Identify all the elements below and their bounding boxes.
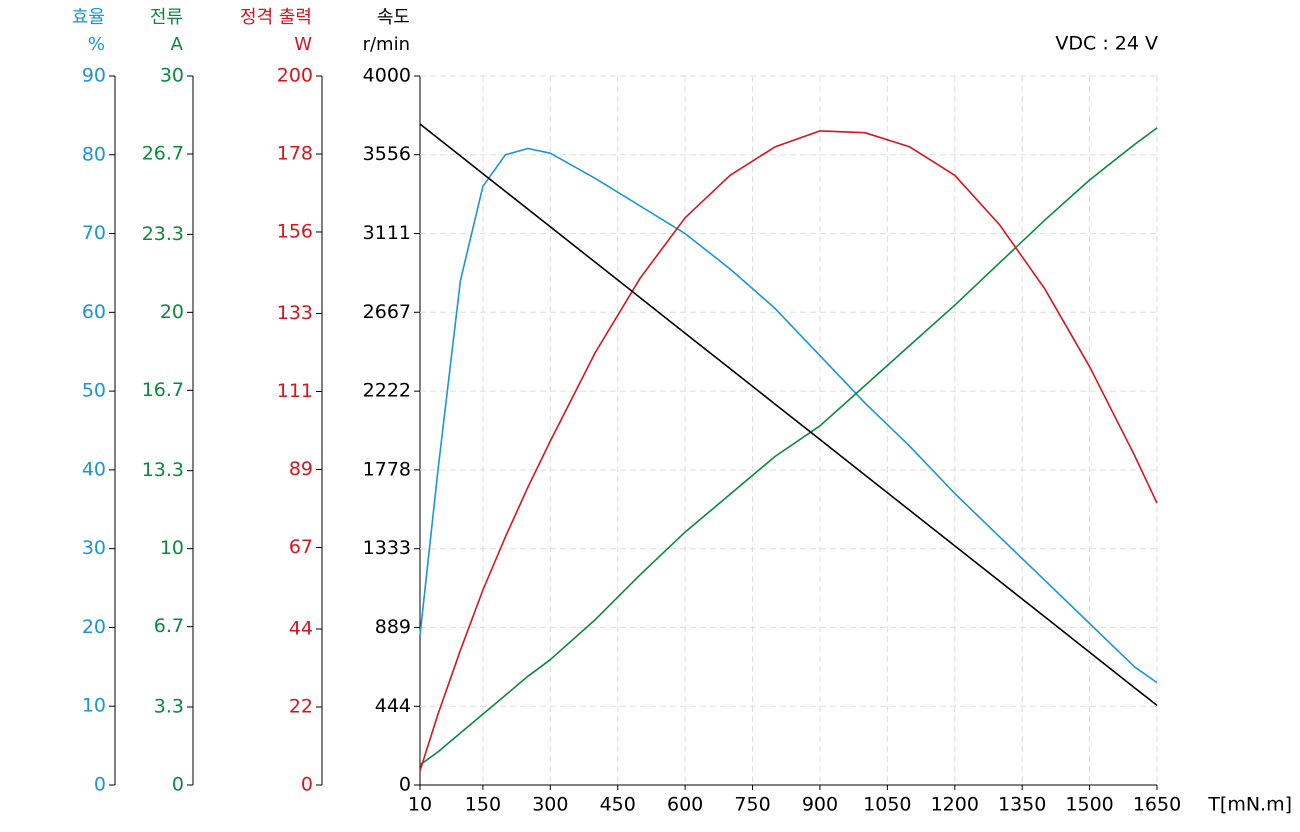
y-tick-label: 30 <box>160 65 184 87</box>
y-tick-label: 10 <box>160 537 184 559</box>
y-tick-label: 20 <box>160 301 184 323</box>
y-tick-label: 67 <box>289 536 313 558</box>
x-tick-label: 900 <box>802 794 838 816</box>
y-tick-label: 444 <box>375 695 411 717</box>
x-tick-label: 300 <box>532 794 568 816</box>
x-tick-label: 750 <box>734 794 770 816</box>
y-tick-label: 156 <box>277 220 313 242</box>
x-tick-label: 1500 <box>1065 794 1113 816</box>
x-tick-label: 600 <box>667 794 703 816</box>
axis-title: 효율 <box>72 7 105 28</box>
y-tick-label: 3.3 <box>154 696 184 718</box>
y-tick-label: 10 <box>82 695 106 717</box>
y-tick-label: 70 <box>82 222 106 244</box>
y-tick-label: 44 <box>289 618 313 640</box>
axis-unit: A <box>171 34 184 55</box>
series-line <box>419 127 1158 766</box>
y-tick-label: 0 <box>301 774 313 796</box>
axis-title: 속도 <box>377 7 410 28</box>
x-tick-label: 450 <box>600 794 636 816</box>
y-tick-label: 23.3 <box>142 223 184 245</box>
y-tick-label: 0 <box>172 774 184 796</box>
y-tick-label: 22 <box>289 696 313 718</box>
y-tick-label: 80 <box>82 143 106 165</box>
y-tick-label: 60 <box>82 301 106 323</box>
x-tick-label: 1350 <box>998 794 1046 816</box>
axis-title: 정격 출력 <box>240 7 312 28</box>
y-tick-label: 2667 <box>363 301 411 323</box>
x-tick-label: 1200 <box>931 794 979 816</box>
axis-unit: % <box>88 34 105 55</box>
y-tick-label: 26.7 <box>142 142 184 164</box>
y-tick-label: 111 <box>277 380 313 402</box>
y-tick-label: 3556 <box>363 143 411 165</box>
y-tick-label: 16.7 <box>142 379 184 401</box>
y-tick-label: 50 <box>82 380 106 402</box>
axis-unit: W <box>294 34 312 55</box>
y-tick-label: 89 <box>289 458 313 480</box>
x-tick-label: 10 <box>408 794 432 816</box>
y-tick-label: 13.3 <box>142 459 184 481</box>
y-tick-label: 0 <box>94 774 106 796</box>
axis-title: 전류 <box>150 7 183 28</box>
y-tick-label: 178 <box>277 142 313 164</box>
y-tick-label: 2222 <box>363 380 411 402</box>
series-line <box>419 123 1158 707</box>
axis-unit: r/min <box>363 34 410 55</box>
series-line <box>419 147 1158 684</box>
y-tick-label: 133 <box>277 302 313 324</box>
y-tick-label: 1778 <box>363 458 411 480</box>
x-tick-label: 150 <box>465 794 501 816</box>
y-tick-label: 40 <box>82 458 106 480</box>
series-line <box>419 130 1158 772</box>
y-tick-label: 3111 <box>363 222 411 244</box>
y-tick-label: 0 <box>399 774 411 796</box>
y-tick-label: 6.7 <box>154 615 184 637</box>
x-tick-label: 1050 <box>863 794 911 816</box>
y-tick-label: 90 <box>82 65 106 87</box>
annotation: VDC : 24 V <box>1055 33 1158 55</box>
y-tick-label: 200 <box>277 65 313 87</box>
y-tick-label: 1333 <box>363 537 411 559</box>
x-tick-label: 1650 <box>1133 794 1181 816</box>
y-tick-label: 30 <box>82 537 106 559</box>
y-tick-label: 20 <box>82 616 106 638</box>
x-axis-label: T[mN.m] <box>1207 794 1292 816</box>
y-tick-label: 889 <box>375 616 411 638</box>
y-tick-label: 4000 <box>363 65 411 87</box>
